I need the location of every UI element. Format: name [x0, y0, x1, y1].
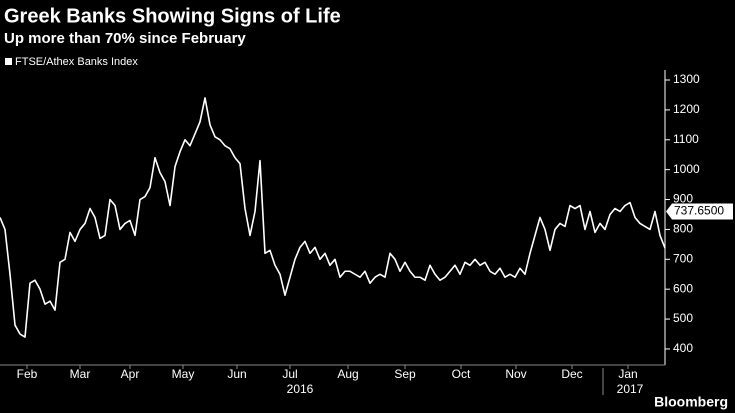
y-tick-label: 800 — [673, 222, 693, 236]
x-tick-label: Oct — [452, 367, 471, 381]
x-tick-label: Dec — [561, 367, 582, 381]
x-tick-label: Jun — [227, 367, 246, 381]
y-tick-label: 900 — [673, 192, 693, 206]
x-tick-label: Apr — [121, 367, 140, 381]
legend-label: FTSE/Athex Banks Index — [15, 56, 138, 68]
y-tick-label: 400 — [673, 341, 693, 355]
x-tick-label: Nov — [505, 367, 526, 381]
y-tick-label: 1100 — [673, 132, 699, 146]
y-tick-label: 500 — [673, 311, 693, 325]
x-tick-label: Sep — [394, 367, 416, 381]
value-label: 737.6500 — [674, 204, 724, 218]
x-tick-label: May — [172, 367, 195, 381]
series-line — [0, 97, 666, 338]
chart-subtitle: Up more than 70% since February — [4, 30, 246, 47]
y-tick-label: 700 — [673, 251, 693, 265]
value-tag — [666, 203, 733, 220]
x-tick-label: Jul — [282, 367, 297, 381]
year-label: 2017 — [617, 382, 644, 396]
source-label: Bloomberg — [654, 394, 728, 410]
x-tick-label: Aug — [337, 367, 358, 381]
chart-title: Greek Banks Showing Signs of Life — [4, 5, 341, 27]
x-tick-label: Jan — [618, 367, 637, 381]
y-tick-label: 1300 — [673, 72, 700, 86]
y-tick-label: 1000 — [673, 162, 700, 176]
x-tick-label: Mar — [70, 367, 91, 381]
legend-swatch — [5, 58, 12, 65]
y-tick-label: 1200 — [673, 102, 700, 116]
x-tick-label: Feb — [17, 367, 38, 381]
y-tick-label: 600 — [673, 281, 693, 295]
year-label: 2016 — [287, 382, 314, 396]
